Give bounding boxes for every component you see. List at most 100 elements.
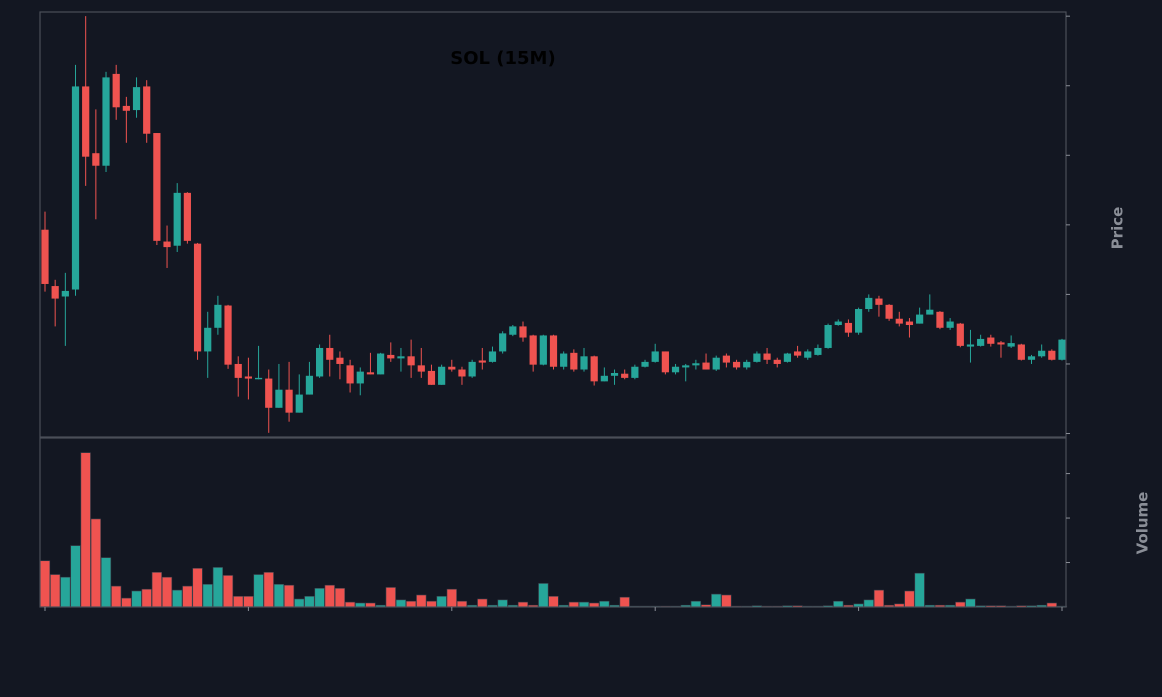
candle-body: [1058, 339, 1066, 360]
candle-body: [112, 73, 120, 108]
volume-bar: [324, 584, 335, 608]
volume-bar: [202, 584, 213, 608]
volume-bar: [578, 601, 590, 608]
volume-bar: [100, 557, 112, 608]
candle-body: [417, 365, 425, 372]
candle-body: [173, 192, 181, 246]
candle-body: [387, 354, 395, 359]
candle-body: [407, 356, 415, 366]
candle-body: [315, 347, 324, 377]
candle-body: [366, 372, 375, 375]
volume-bar: [955, 601, 966, 608]
volume-bar: [517, 601, 529, 608]
candle-body: [814, 347, 822, 355]
candle-body: [621, 373, 629, 378]
candle-body: [377, 353, 385, 375]
volume-bar: [355, 602, 366, 608]
volume-bar: [619, 596, 630, 608]
candle-body: [783, 353, 792, 362]
price-panel-frame: [39, 11, 1067, 438]
volume-bar: [192, 568, 203, 608]
candle-body: [244, 376, 252, 379]
candle-body: [966, 344, 975, 347]
candle-body: [946, 321, 954, 328]
volume-bar: [456, 600, 468, 608]
candle-body: [82, 86, 90, 157]
candle-body: [692, 363, 700, 366]
candle-body: [1048, 350, 1056, 360]
candle-body: [71, 86, 80, 290]
candle-body: [438, 366, 446, 385]
candle-body: [153, 133, 161, 241]
labels-layer: [44, 15, 1070, 611]
candle-body: [610, 373, 619, 376]
candle-body: [163, 241, 171, 248]
candle-body: [936, 311, 944, 328]
candle-body: [824, 325, 832, 348]
candle-body: [183, 192, 191, 241]
volume-bar: [497, 599, 508, 608]
volume-bar: [212, 567, 223, 608]
volume-bar: [1046, 602, 1057, 608]
candle-body: [529, 335, 537, 365]
volume-bar: [273, 584, 285, 608]
volume-bar: [182, 585, 193, 608]
candle-body: [855, 309, 863, 333]
volume-bar: [334, 588, 346, 608]
y-axis-label: Price: [1109, 207, 1127, 250]
volume-bar: [50, 574, 61, 608]
candle-body: [631, 366, 639, 378]
volume-bar: [863, 599, 874, 608]
marks-layer: [39, 16, 1068, 608]
candle-body: [132, 87, 141, 111]
volume-bar: [711, 593, 722, 608]
candle-body: [224, 305, 232, 365]
volume-bar: [436, 596, 447, 608]
volume-bar: [538, 583, 549, 608]
volume-bar: [365, 602, 376, 608]
candle-body: [549, 335, 558, 367]
volume-bar: [60, 576, 71, 608]
candle-body: [570, 352, 578, 370]
candle-body: [600, 375, 608, 382]
candle-body: [844, 322, 853, 333]
candle-body: [682, 365, 690, 368]
candle-body: [1007, 343, 1015, 347]
candle-body: [671, 366, 680, 373]
candle-body: [488, 351, 497, 362]
candle-body: [641, 361, 649, 367]
volume-bar: [965, 598, 976, 608]
candle-body: [804, 351, 812, 358]
candle-body: [539, 335, 547, 365]
candle-body: [51, 286, 59, 299]
candle-body: [560, 353, 568, 367]
candle-body: [977, 338, 985, 346]
candle-body: [773, 359, 781, 364]
candle-body: [753, 353, 761, 362]
candle-body: [265, 378, 273, 408]
volume-bar: [344, 601, 356, 608]
volume-bar: [111, 585, 122, 608]
candle-body: [295, 394, 303, 413]
volume-bar: [568, 601, 579, 608]
volume-bar: [395, 599, 407, 608]
candle-body: [305, 375, 314, 395]
candle-body: [204, 327, 212, 352]
volume-bar: [426, 600, 437, 608]
volume-bar: [416, 594, 427, 608]
chart-title: SOL (15M): [450, 48, 555, 69]
volume-bar: [385, 587, 396, 608]
volume-bar: [406, 600, 417, 608]
volume-bar: [172, 589, 183, 608]
candle-body: [590, 356, 598, 382]
candle-body: [875, 298, 883, 305]
volume-bar: [548, 596, 559, 608]
candle-body: [336, 357, 344, 364]
candle-body: [1027, 356, 1036, 360]
candle-body: [651, 351, 659, 362]
candle-body: [458, 369, 466, 377]
volume-bar: [121, 597, 132, 608]
candle-body: [275, 389, 283, 408]
volume-bar: [314, 588, 325, 608]
